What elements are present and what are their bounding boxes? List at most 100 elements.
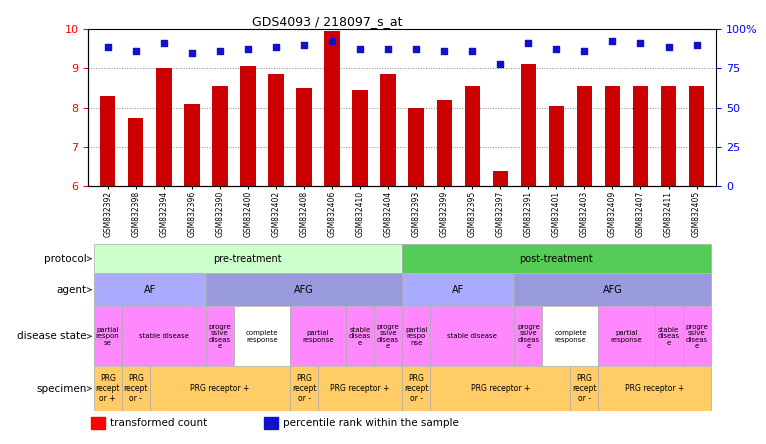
Bar: [150, 366, 290, 411]
Text: progre
ssive
diseas
e: progre ssive diseas e: [377, 324, 400, 349]
Bar: [548, 106, 564, 186]
Text: specimen: specimen: [36, 384, 87, 393]
Bar: [374, 306, 402, 366]
Text: PRG receptor +: PRG receptor +: [625, 384, 684, 393]
Bar: [661, 86, 676, 186]
Bar: [241, 66, 256, 186]
Bar: [264, 417, 278, 429]
Point: [607, 37, 619, 44]
Bar: [514, 273, 711, 306]
Point: [494, 61, 506, 68]
Bar: [683, 306, 711, 366]
Point: [634, 39, 647, 46]
Text: progre
ssive
diseas
e: progre ssive diseas e: [208, 324, 231, 349]
Bar: [381, 74, 396, 186]
Bar: [212, 86, 228, 186]
Bar: [598, 366, 711, 411]
Point: [410, 45, 422, 52]
Bar: [93, 366, 122, 411]
Point: [102, 43, 114, 50]
Bar: [402, 273, 514, 306]
Bar: [346, 306, 374, 366]
Text: disease state: disease state: [17, 331, 87, 341]
Bar: [577, 86, 592, 186]
Text: AF: AF: [144, 285, 156, 295]
Text: PRG
recept
or -: PRG recept or -: [292, 374, 316, 403]
Text: progre
ssive
diseas
e: progre ssive diseas e: [517, 324, 540, 349]
Bar: [93, 306, 122, 366]
Point: [382, 45, 394, 52]
Bar: [290, 366, 318, 411]
Text: AFG: AFG: [603, 285, 622, 295]
Bar: [91, 417, 105, 429]
Text: PRG receptor +: PRG receptor +: [190, 384, 250, 393]
Bar: [604, 86, 620, 186]
Bar: [493, 171, 508, 186]
Text: post-treatment: post-treatment: [519, 254, 593, 264]
Bar: [571, 366, 598, 411]
Point: [185, 49, 198, 56]
Bar: [122, 366, 150, 411]
Text: PRG
recept
or -: PRG recept or -: [123, 374, 148, 403]
Bar: [408, 108, 424, 186]
Bar: [633, 86, 648, 186]
Bar: [128, 118, 143, 186]
Bar: [430, 366, 571, 411]
Text: progre
ssive
diseas
e: progre ssive diseas e: [686, 324, 708, 349]
Point: [550, 45, 562, 52]
Point: [158, 39, 170, 46]
Bar: [402, 244, 711, 273]
Text: partial
response: partial response: [611, 330, 643, 343]
Text: AFG: AFG: [294, 285, 314, 295]
Bar: [598, 306, 654, 366]
Text: pre-treatment: pre-treatment: [214, 254, 282, 264]
Text: stable
diseas
e: stable diseas e: [657, 327, 679, 346]
Point: [690, 41, 702, 48]
Point: [129, 47, 142, 54]
Text: stable disease: stable disease: [139, 333, 188, 339]
Bar: [430, 306, 514, 366]
Text: PRG
recept
or -: PRG recept or -: [572, 374, 597, 403]
Point: [326, 37, 338, 44]
Bar: [206, 273, 402, 306]
Text: agent: agent: [57, 285, 87, 295]
Bar: [402, 306, 430, 366]
Point: [270, 43, 282, 50]
Bar: [93, 273, 206, 306]
Text: PRG receptor +: PRG receptor +: [330, 384, 390, 393]
Text: AF: AF: [452, 285, 464, 295]
Bar: [464, 86, 480, 186]
Bar: [290, 306, 346, 366]
Point: [522, 39, 535, 46]
Text: complete
response: complete response: [246, 330, 278, 343]
Text: percentile rank within the sample: percentile rank within the sample: [283, 418, 459, 428]
Bar: [437, 100, 452, 186]
Bar: [268, 74, 283, 186]
Bar: [206, 306, 234, 366]
Point: [663, 43, 675, 50]
Point: [214, 47, 226, 54]
Bar: [352, 90, 368, 186]
Bar: [234, 306, 290, 366]
Bar: [402, 366, 430, 411]
Text: partial
respon
se: partial respon se: [96, 327, 119, 346]
Text: stable disease: stable disease: [447, 333, 497, 339]
Text: PRG
recept
or -: PRG recept or -: [404, 374, 428, 403]
Bar: [93, 244, 402, 273]
Bar: [156, 68, 172, 186]
Bar: [122, 306, 206, 366]
Bar: [689, 86, 704, 186]
Text: PRG receptor +: PRG receptor +: [470, 384, 530, 393]
Bar: [296, 88, 312, 186]
Point: [242, 45, 254, 52]
Point: [578, 47, 591, 54]
Point: [438, 47, 450, 54]
Point: [354, 45, 366, 52]
Bar: [514, 306, 542, 366]
Text: partial
response: partial response: [303, 330, 334, 343]
Bar: [100, 96, 116, 186]
Text: PRG
recept
or +: PRG recept or +: [96, 374, 120, 403]
Text: protocol: protocol: [44, 254, 87, 264]
Bar: [521, 64, 536, 186]
Bar: [184, 104, 200, 186]
